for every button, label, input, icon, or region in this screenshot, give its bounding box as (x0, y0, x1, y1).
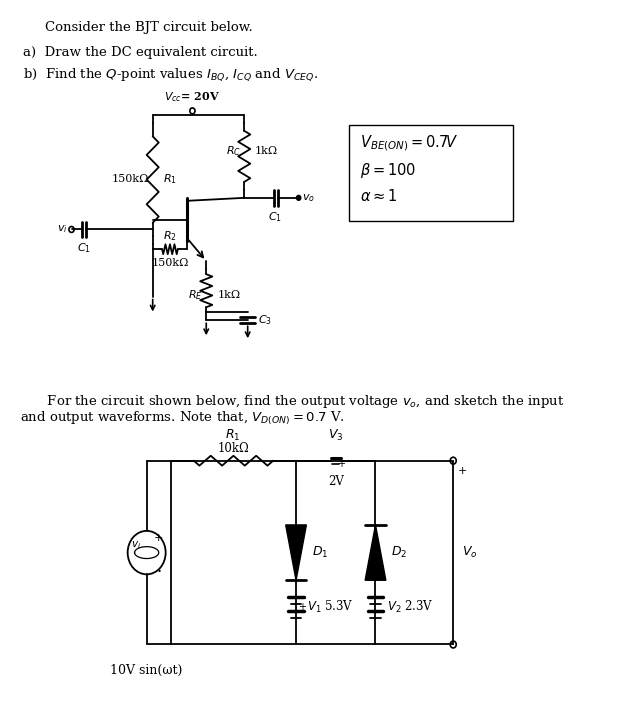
Text: $R_1$: $R_1$ (163, 172, 177, 186)
Text: 10V sin(ωt): 10V sin(ωt) (111, 664, 183, 677)
Text: +: + (298, 602, 306, 612)
Text: $R_2$: $R_2$ (163, 229, 177, 243)
Text: $R_C$: $R_C$ (225, 145, 241, 158)
Polygon shape (286, 525, 306, 580)
Text: $R_E$: $R_E$ (188, 288, 203, 302)
Polygon shape (365, 525, 386, 580)
Text: and output waveforms. Note that, $V_{D(ON)} = 0.7$ V.: and output waveforms. Note that, $V_{D(O… (20, 409, 345, 427)
Text: 1kΩ: 1kΩ (217, 290, 240, 299)
Text: 2V: 2V (328, 475, 343, 487)
Text: $V_{cc}$= 20V: $V_{cc}$= 20V (165, 90, 220, 104)
Text: $D_1$: $D_1$ (312, 545, 328, 560)
Text: $R_1$: $R_1$ (225, 428, 241, 443)
Text: $D_2$: $D_2$ (391, 545, 407, 560)
Text: $V_2$ 2.3V: $V_2$ 2.3V (387, 599, 433, 615)
Text: .: . (156, 558, 161, 576)
Circle shape (296, 195, 301, 200)
Text: 10kΩ: 10kΩ (217, 441, 249, 455)
Text: 1kΩ: 1kΩ (255, 146, 278, 156)
Text: $V_{BE(ON)} = 0.7V$: $V_{BE(ON)} = 0.7V$ (360, 134, 458, 153)
Text: $C_3$: $C_3$ (258, 314, 272, 328)
Text: b)  Find the $Q$-point values $I_{BQ}$, $I_{CQ}$ and $V_{CEQ}$.: b) Find the $Q$-point values $I_{BQ}$, $… (23, 66, 318, 83)
Text: a)  Draw the DC equivalent circuit.: a) Draw the DC equivalent circuit. (23, 46, 258, 58)
Text: $V_3$: $V_3$ (328, 428, 343, 443)
Text: $V_o$: $V_o$ (462, 545, 478, 560)
Text: $\beta = 100$: $\beta = 100$ (360, 161, 416, 180)
Text: $v_i$: $v_i$ (57, 224, 67, 236)
Text: 150kΩ: 150kΩ (112, 174, 149, 184)
FancyBboxPatch shape (349, 124, 513, 221)
Text: +: + (154, 533, 163, 543)
Text: +: + (458, 465, 467, 475)
Text: $v_o$: $v_o$ (302, 192, 315, 204)
Text: +: + (337, 458, 345, 469)
Text: Consider the BJT circuit below.: Consider the BJT circuit below. (45, 21, 253, 34)
Text: $C_1$: $C_1$ (76, 241, 91, 255)
Text: 150kΩ: 150kΩ (152, 258, 189, 268)
Text: $v_i$: $v_i$ (131, 538, 142, 550)
Text: $\alpha \approx 1$: $\alpha \approx 1$ (360, 188, 397, 204)
Text: For the circuit shown below, find the output voltage $v_o$, and sketch the input: For the circuit shown below, find the ou… (30, 392, 564, 410)
Text: $V_1$ 5.3V: $V_1$ 5.3V (307, 599, 353, 615)
Text: $C_1$: $C_1$ (268, 211, 283, 224)
